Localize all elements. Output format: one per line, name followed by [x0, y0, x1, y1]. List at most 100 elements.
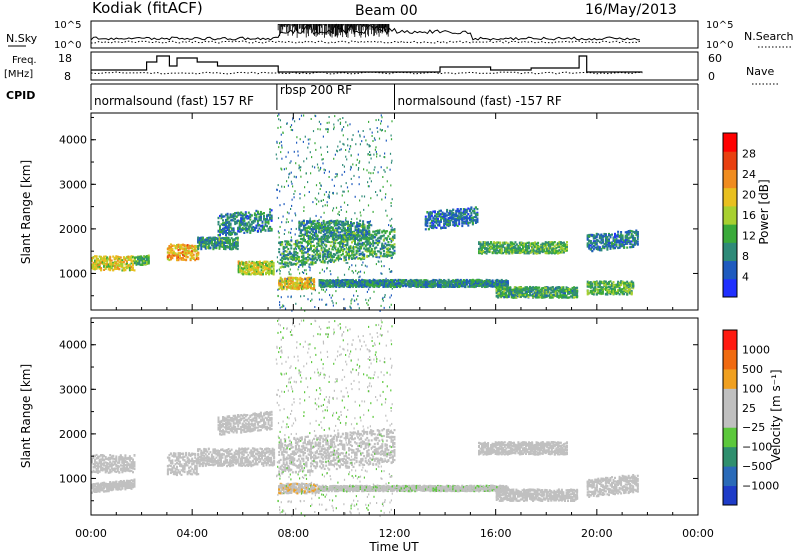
power-cell — [367, 243, 370, 246]
power-cell — [381, 231, 384, 234]
power-cell — [376, 232, 379, 235]
power-cell — [353, 280, 356, 283]
power-cell — [207, 245, 210, 248]
power-cell — [288, 276, 291, 280]
power-cell — [221, 237, 224, 240]
power-cell — [296, 280, 299, 283]
power-cell — [332, 239, 335, 242]
power-cell — [176, 257, 178, 260]
power-cell — [357, 235, 360, 238]
power-cell — [400, 284, 403, 287]
power-cell — [220, 213, 223, 216]
power-cell — [307, 286, 309, 289]
power-cell — [302, 224, 305, 227]
power-cell — [427, 228, 430, 231]
power-cell — [342, 236, 345, 239]
power-cell — [287, 240, 290, 243]
power-cell — [327, 224, 330, 227]
power-cell — [118, 267, 121, 270]
power-cell — [300, 250, 303, 253]
power-cell — [350, 281, 353, 284]
power-cell — [269, 272, 272, 275]
power-cell — [405, 285, 408, 288]
power-cell — [115, 262, 118, 265]
power-cell — [191, 247, 194, 250]
power-cell — [388, 285, 391, 288]
power-cell — [434, 285, 436, 288]
power-cell — [297, 256, 300, 259]
power-cell — [224, 246, 227, 249]
power-cell — [434, 211, 436, 214]
power-cell — [260, 269, 263, 272]
power-cell — [91, 257, 93, 260]
power-cell — [232, 215, 235, 218]
power-cell — [400, 282, 403, 285]
power-cell — [307, 255, 309, 259]
power-cell — [455, 211, 458, 214]
power-cell — [183, 251, 186, 254]
power-cell — [259, 210, 262, 214]
power-cell — [348, 248, 350, 251]
power-cell — [252, 226, 255, 229]
power-cell — [238, 223, 241, 226]
power-cell — [171, 244, 174, 247]
power-cell — [244, 216, 247, 219]
power-cell — [269, 217, 272, 221]
power-cell — [478, 241, 480, 245]
power-heatmap — [91, 113, 639, 312]
power-cell — [268, 273, 270, 276]
power-cell — [258, 219, 261, 222]
power-cell — [279, 279, 282, 282]
power-cell — [356, 228, 359, 231]
power-cell — [482, 282, 485, 285]
power-cell — [249, 269, 252, 272]
power-cell — [226, 228, 229, 231]
power-cell — [503, 282, 506, 285]
power-cell — [224, 241, 227, 244]
power-cell — [423, 279, 426, 282]
power-cell — [476, 217, 479, 220]
power-cell — [307, 277, 309, 280]
power-cell — [252, 265, 255, 269]
power-cell — [429, 217, 432, 220]
power-cell — [323, 250, 326, 253]
power-cell — [147, 260, 150, 263]
power-cell — [352, 253, 355, 256]
power-cell — [382, 249, 385, 253]
power-cell — [444, 221, 447, 224]
power-cell — [98, 267, 101, 270]
power-cell — [317, 240, 320, 243]
power-cell — [450, 213, 453, 216]
power-cell — [296, 277, 299, 280]
power-cell — [470, 211, 473, 214]
power-cell — [137, 257, 139, 260]
power-cell — [189, 258, 192, 262]
power-cell — [362, 285, 365, 288]
power-cell — [213, 241, 216, 244]
power-cell — [281, 278, 284, 281]
power-cell — [368, 226, 371, 229]
power-cell — [282, 252, 285, 255]
power-cell — [379, 237, 382, 240]
power-cell — [284, 250, 287, 253]
power-cell — [354, 239, 356, 242]
power-cell — [222, 215, 224, 218]
power-cell — [378, 250, 381, 253]
power-cell — [127, 266, 130, 269]
power-cell — [452, 213, 455, 217]
power-cell — [253, 229, 256, 232]
power-cell — [430, 284, 433, 287]
power-cell — [351, 246, 353, 249]
power-cell — [249, 267, 252, 270]
power-cell — [357, 224, 360, 228]
power-cell — [304, 251, 306, 254]
power-cell — [379, 252, 382, 255]
power-cell — [287, 243, 290, 246]
power-cell — [376, 281, 379, 284]
power-cell — [347, 229, 349, 232]
power-cell — [236, 245, 239, 248]
power-cell — [103, 259, 106, 262]
power-cell — [278, 279, 281, 282]
power-cell — [473, 207, 476, 210]
power-cell — [119, 261, 122, 264]
